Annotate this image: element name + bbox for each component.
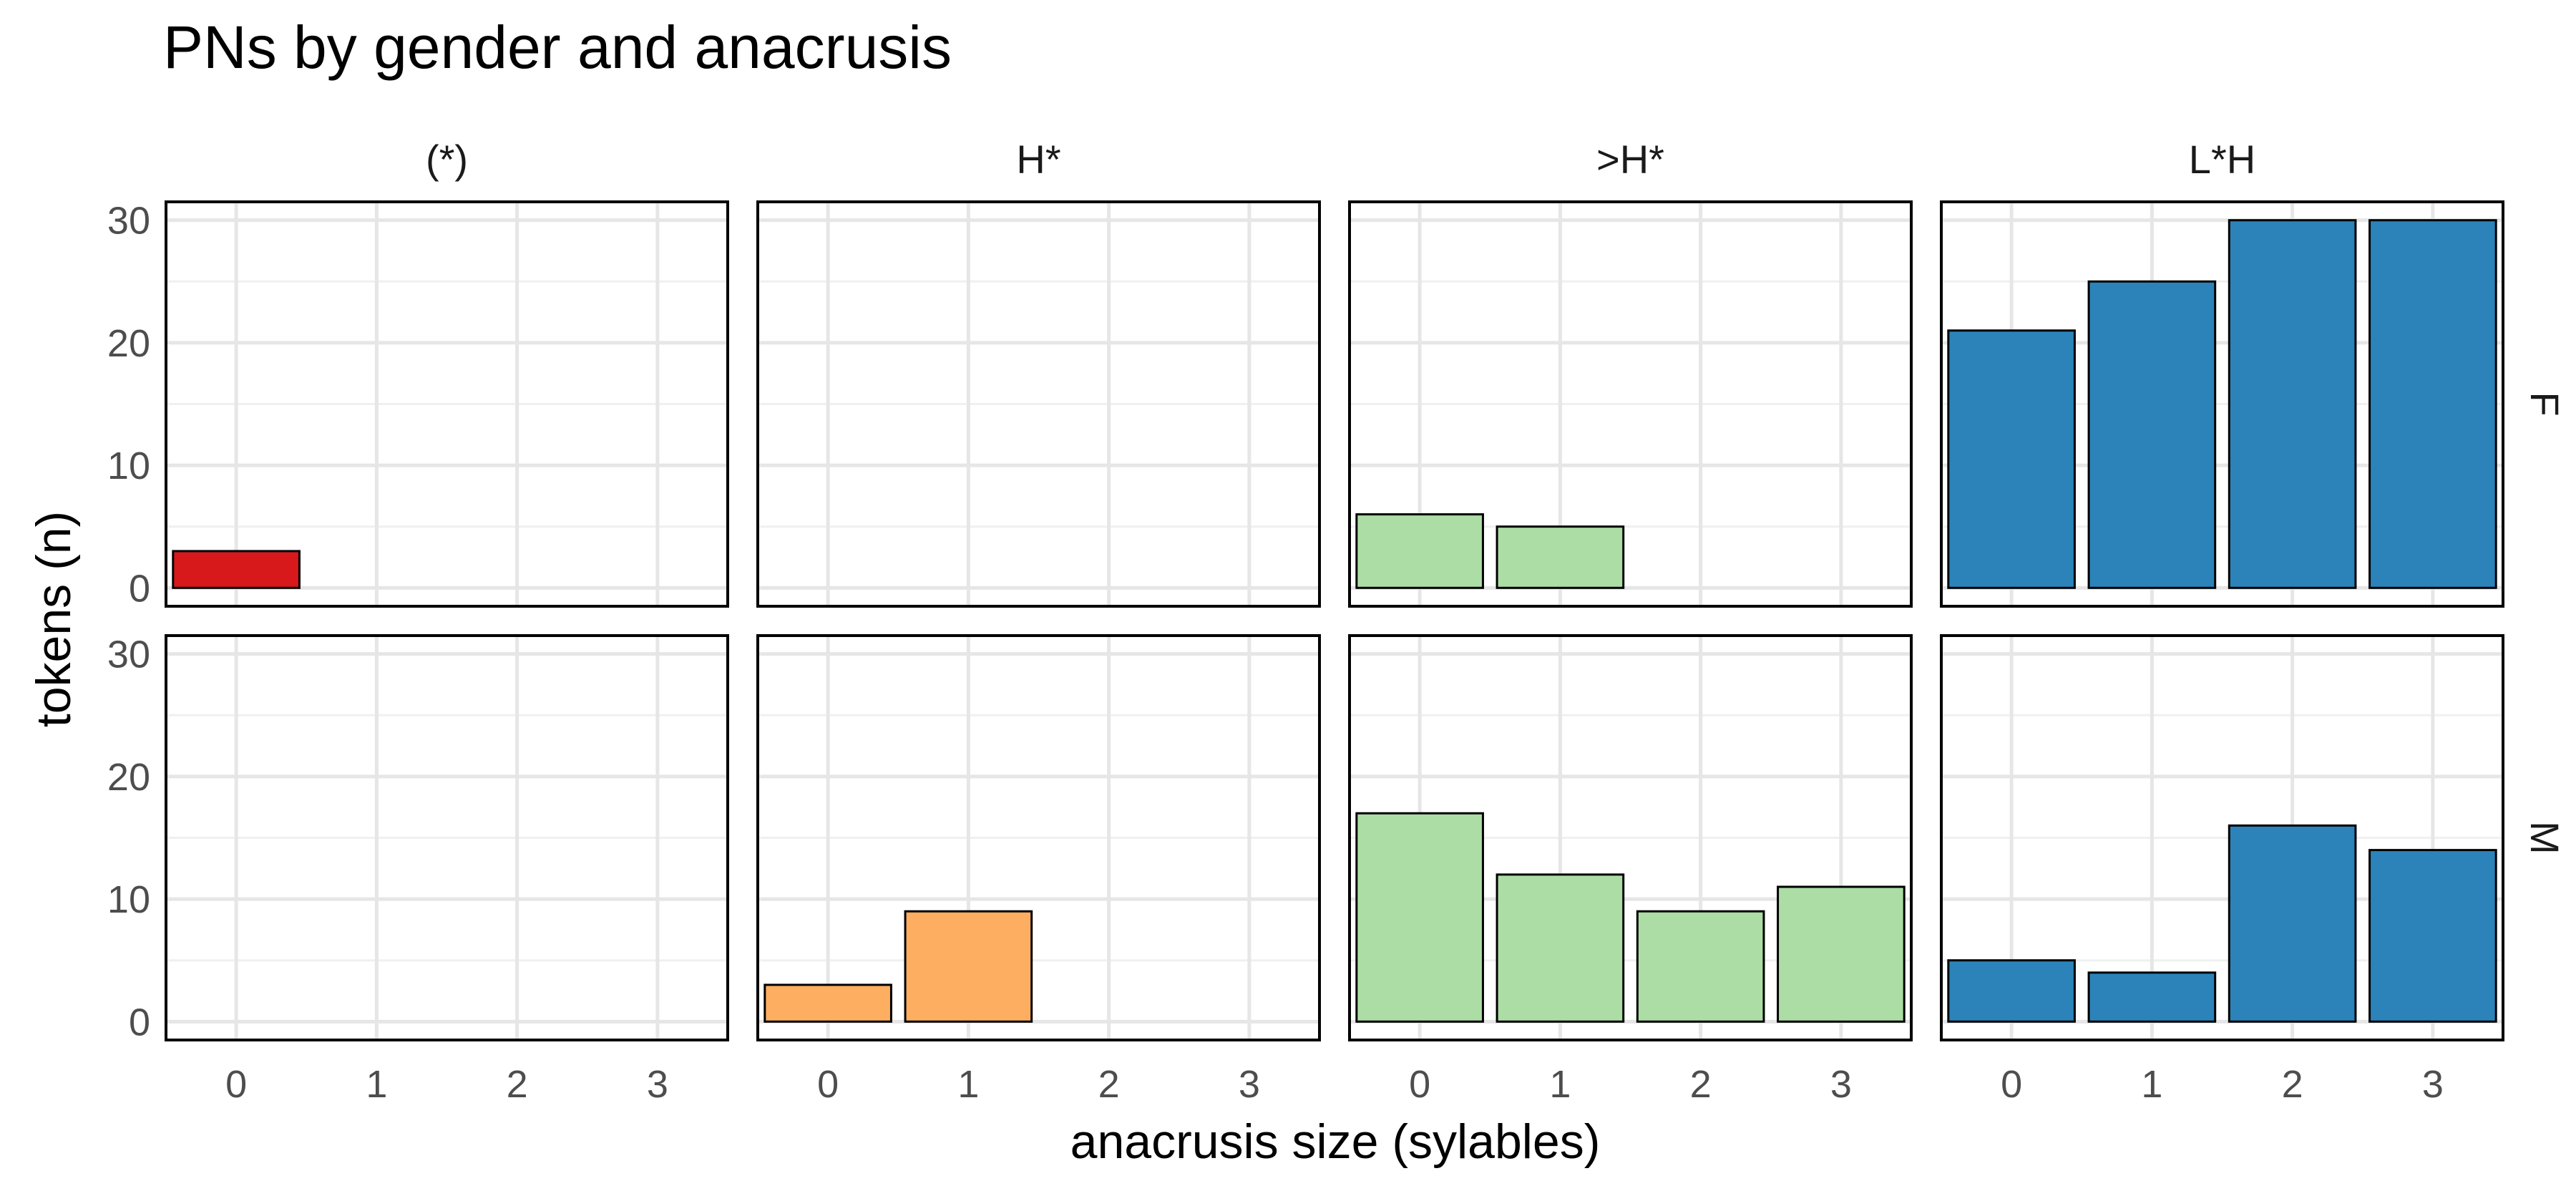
bar (904, 910, 1033, 1023)
x-tick-label: 0 (1409, 1063, 1430, 1106)
panel-border (1348, 200, 1913, 608)
panel-border (165, 634, 729, 1041)
y-tick-label: 0 (129, 567, 150, 610)
bar (2228, 824, 2357, 1023)
panel-paren-star-f: 0 10 20 30 (107, 200, 729, 610)
x-tick-label: 2 (2282, 1063, 2303, 1106)
y-tick-label: 0 (129, 1001, 150, 1044)
y-tick-label: 10 (107, 878, 150, 921)
bar (1355, 513, 1484, 589)
x-tick-label: 0 (2001, 1063, 2022, 1106)
y-tick-label: 20 (107, 756, 150, 799)
bar (763, 983, 892, 1023)
bar (1496, 525, 1625, 589)
y-tick-label: 30 (107, 633, 150, 676)
bar (1777, 885, 1906, 1023)
y-tick-label: 20 (107, 322, 150, 365)
x-tick-label: 3 (2422, 1063, 2444, 1106)
panel-h-star-f (756, 200, 1321, 608)
x-axis-title: anacrusis size (sylables) (1070, 1114, 1601, 1169)
y-tick-label: 30 (107, 200, 150, 243)
facet-row-label-m: M (2522, 821, 2567, 855)
x-tick-label: 3 (1239, 1063, 1260, 1106)
panel-gt-h-star-m: 0 1 2 3 (1348, 634, 1913, 1106)
panel-l-star-h-f (1940, 200, 2504, 608)
facet-label-l-star-h: L*H (2189, 137, 2255, 182)
panel-border (1940, 634, 2504, 1041)
bar (1947, 329, 2076, 589)
x-tick-label: 1 (366, 1063, 387, 1106)
panel-gt-h-star-f (1348, 200, 1913, 608)
bar (1496, 873, 1625, 1023)
x-tick-label: 3 (647, 1063, 668, 1106)
panel-l-star-h-m: 0 1 2 3 (1940, 634, 2504, 1106)
bar (172, 550, 301, 589)
x-tick-label: 1 (1549, 1063, 1571, 1106)
x-tick-label: 0 (817, 1063, 839, 1106)
panel-border (756, 634, 1321, 1041)
y-axis-title: tokens (n) (26, 511, 81, 727)
y-tick-label: 10 (107, 444, 150, 487)
x-tick-label: 0 (225, 1063, 247, 1106)
bar (2368, 219, 2497, 589)
x-tick-label: 1 (2141, 1063, 2162, 1106)
x-tick-label: 2 (1098, 1063, 1120, 1106)
chart-title: PNs by gender and anacrusis (163, 14, 952, 81)
x-tick-label: 1 (957, 1063, 979, 1106)
bar (2087, 971, 2217, 1023)
panel-border (1940, 200, 2504, 608)
bar (1947, 959, 2076, 1023)
facet-label-h-star: H* (1016, 137, 1060, 182)
x-tick-label: 2 (1690, 1063, 1712, 1106)
x-tick-label: 3 (1830, 1063, 1852, 1106)
bar (1355, 812, 1484, 1023)
facet-row-label-f: F (2522, 392, 2567, 416)
facet-label-gt-h-star: >H* (1596, 137, 1664, 182)
panel-h-star-m: 0 1 2 3 (756, 634, 1321, 1106)
bar (2228, 219, 2357, 589)
facet-label-paren-star: (*) (426, 137, 468, 182)
panel-paren-star-m: 0 10 20 30 0 1 2 3 (107, 633, 729, 1106)
bar (2368, 849, 2497, 1023)
x-tick-label: 2 (507, 1063, 528, 1106)
bar (1636, 910, 1765, 1023)
panel-border (165, 200, 729, 608)
panel-border (756, 200, 1321, 608)
panel-border (1348, 634, 1913, 1041)
bar (2087, 280, 2217, 589)
